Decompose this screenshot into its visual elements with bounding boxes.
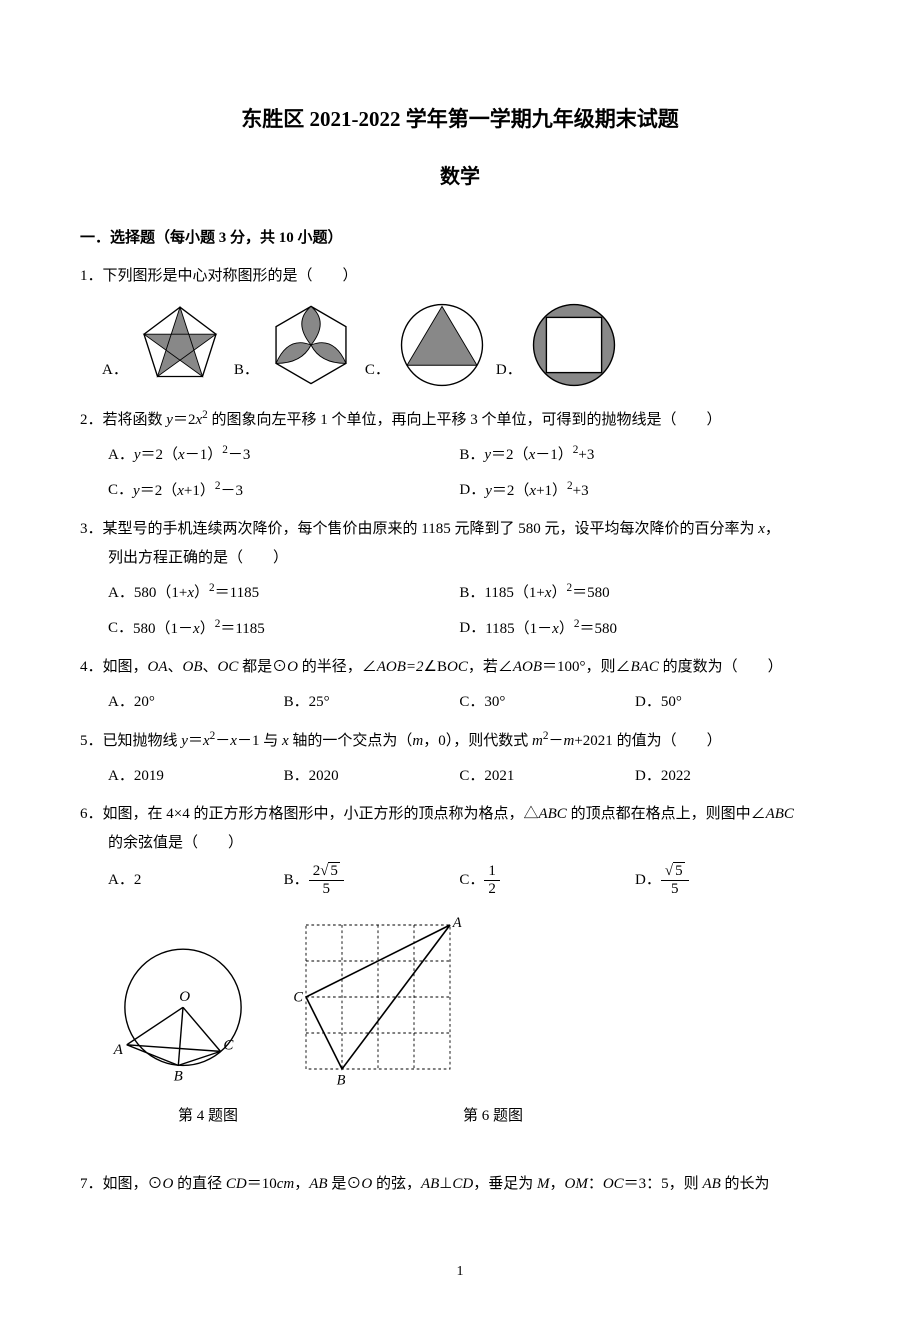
q5-text: 5．已知抛物线 y＝x2－x－1 与 x 轴的一个交点为（m，0），则代数式 m…: [80, 726, 840, 756]
q3-option-b: B．1185（1+x）2＝580: [459, 578, 810, 608]
q3-option-a: A．580（1+x）2＝1185: [108, 578, 459, 608]
q6-option-d: D． 55: [635, 863, 811, 897]
q1-option-c: C．: [365, 299, 488, 391]
q5-option-c: C．2021: [459, 762, 635, 791]
figure-q4: O A B C: [108, 937, 258, 1098]
figure-captions: 第 4 题图 第 6 题图: [80, 1102, 840, 1131]
q2-option-c: C．y＝2（x+1）2－3: [108, 476, 459, 506]
q1-text: 1．下列图形是中心对称图形的是（ ）: [80, 262, 840, 291]
svg-text:B: B: [174, 1069, 183, 1085]
svg-text:C: C: [223, 1038, 234, 1054]
q1-options: A． B． C．: [80, 299, 840, 391]
question-5: 5．已知抛物线 y＝x2－x－1 与 x 轴的一个交点为（m，0），则代数式 m…: [80, 726, 840, 790]
question-4: 4．如图，OA、OB、OC 都是⊙O 的半径，∠AOB=2∠BOC，若∠AOB＝…: [80, 653, 840, 716]
section-heading: 一．选择题（每小题 3 分，共 10 小题）: [80, 224, 840, 253]
q5-option-b: B．2020: [284, 762, 460, 791]
q6-options: A．2 B． 255 C． 12 D． 55: [80, 863, 840, 897]
q2-text: 2．若将函数 y＝2x2 的图象向左平移 1 个单位，再向上平移 3 个单位，可…: [80, 405, 840, 435]
question-1: 1．下列图形是中心对称图形的是（ ） A． B．: [80, 262, 840, 391]
circle-square-icon: [528, 299, 620, 391]
pentagon-star-icon: [134, 299, 226, 391]
q3-options-row1: A．580（1+x）2＝1185 B．1185（1+x）2＝580: [80, 578, 840, 608]
q3-option-d: D．1185（1－x）2＝580: [459, 614, 810, 644]
question-3: 3．某型号的手机连续两次降价，每个售价由原来的 1185 元降到了 580 元，…: [80, 515, 840, 643]
figures-row: O A B C A C B: [80, 907, 840, 1098]
svg-text:B: B: [337, 1073, 346, 1088]
q1-option-d: D．: [496, 299, 620, 391]
q5-option-d: D．2022: [635, 762, 811, 791]
fig6-caption: 第 6 题图: [368, 1102, 618, 1131]
question-6: 6．如图，在 4×4 的正方形方格图形中，小正方形的顶点称为格点，△ABC 的顶…: [80, 800, 840, 1130]
q1-option-a: A．: [102, 299, 226, 391]
q3-text: 3．某型号的手机连续两次降价，每个售价由原来的 1185 元降到了 580 元，…: [80, 515, 840, 544]
q3-option-c: C．580（1－x）2＝1185: [108, 614, 459, 644]
q3-options-row2: C．580（1－x）2＝1185 D．1185（1－x）2＝580: [80, 614, 840, 644]
q6-option-a: A．2: [108, 866, 284, 895]
hexagon-petals-icon: [265, 299, 357, 391]
svg-text:A: A: [452, 915, 462, 931]
exam-subject: 数学: [80, 158, 840, 196]
q6-line2: 的余弦值是（ ）: [80, 829, 840, 858]
svg-text:C: C: [293, 990, 303, 1006]
q6-option-c: C． 12: [459, 863, 635, 897]
figure-q6: A C B: [288, 907, 468, 1098]
q2-option-d: D．y＝2（x+1）2+3: [459, 476, 810, 506]
q4-option-c: C．30°: [459, 688, 635, 717]
svg-text:O: O: [179, 989, 190, 1005]
q5-option-a: A．2019: [108, 762, 284, 791]
q2-option-b: B．y＝2（x－1）2+3: [459, 440, 810, 470]
q3-line2: 列出方程正确的是（ ）: [80, 544, 840, 573]
q2-option-a: A．y＝2（x－1）2－3: [108, 440, 459, 470]
q4-options: A．20° B．25° C．30° D．50°: [80, 688, 840, 717]
q2-options-row1: A．y＝2（x－1）2－3 B．y＝2（x－1）2+3: [80, 440, 840, 470]
q2-options-row2: C．y＝2（x+1）2－3 D．y＝2（x+1）2+3: [80, 476, 840, 506]
q1-option-b: B．: [234, 299, 357, 391]
question-2: 2．若将函数 y＝2x2 的图象向左平移 1 个单位，再向上平移 3 个单位，可…: [80, 405, 840, 506]
question-7: 7．如图，⊙O 的直径 CD＝10cm，AB 是⊙O 的弦，AB⊥CD，垂足为 …: [80, 1170, 840, 1199]
q4-option-a: A．20°: [108, 688, 284, 717]
q4-option-b: B．25°: [284, 688, 460, 717]
page-number: 1: [80, 1259, 840, 1286]
q6-option-b: B． 255: [284, 863, 460, 897]
q5-options: A．2019 B．2020 C．2021 D．2022: [80, 762, 840, 791]
fig4-caption: 第 4 题图: [108, 1102, 308, 1131]
q7-text: 7．如图，⊙O 的直径 CD＝10cm，AB 是⊙O 的弦，AB⊥CD，垂足为 …: [80, 1170, 840, 1199]
circle-triangle-icon: [396, 299, 488, 391]
q6-text: 6．如图，在 4×4 的正方形方格图形中，小正方形的顶点称为格点，△ABC 的顶…: [80, 800, 840, 829]
exam-title: 东胜区 2021-2022 学年第一学期九年级期末试题: [80, 100, 840, 140]
svg-text:A: A: [113, 1043, 124, 1059]
q4-option-d: D．50°: [635, 688, 811, 717]
q4-text: 4．如图，OA、OB、OC 都是⊙O 的半径，∠AOB=2∠BOC，若∠AOB＝…: [80, 653, 840, 682]
